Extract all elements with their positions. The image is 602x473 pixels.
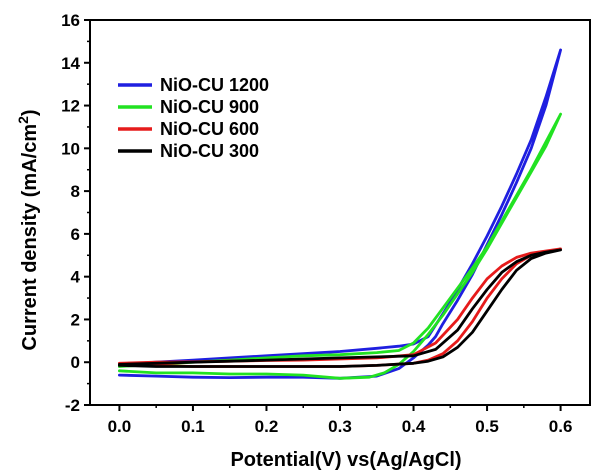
x-tick-label: 0.0 — [108, 417, 132, 436]
y-tick-label: 16 — [61, 11, 80, 30]
y-tick-label: 2 — [71, 310, 80, 329]
series-line-3 — [118, 247, 562, 368]
x-tick-label: 0.1 — [181, 417, 205, 436]
y-tick-label: 6 — [71, 225, 80, 244]
y-tick-label: -2 — [65, 396, 80, 415]
series-line-4 — [118, 248, 562, 368]
legend-label-1: NiO-CU 1200 — [160, 75, 269, 95]
x-tick-label: 0.6 — [549, 417, 573, 436]
y-axis-title-main: Current density (mA/cm — [19, 124, 41, 351]
legend-label-2: NiO-CU 900 — [160, 97, 259, 117]
series-group — [118, 48, 562, 380]
tick-labels: 0.0 0.1 0.2 0.3 0.4 0.5 0.6 -2 0 2 4 6 8 10 12 14 16 — [61, 11, 572, 436]
x-tick-label: 0.5 — [475, 417, 499, 436]
legend-label-3: NiO-CU 600 — [160, 119, 259, 139]
y-axis-title-superscript: 2 — [15, 116, 31, 124]
y-tick-label: 4 — [71, 268, 81, 287]
y-axis-title: Current density (mA/cm2) — [15, 109, 41, 350]
y-tick-label: 8 — [71, 182, 80, 201]
series-line-2 — [118, 112, 562, 380]
legend-label-4: NiO-CU 300 — [160, 141, 259, 161]
x-axis-title: Potential(V) vs(Ag/AgCl) — [230, 449, 461, 471]
y-tick-label: 14 — [61, 54, 80, 73]
x-tick-label: 0.4 — [402, 417, 426, 436]
x-tick-label: 0.2 — [255, 417, 279, 436]
x-tick-label: 0.3 — [328, 417, 352, 436]
y-tick-label: 0 — [71, 353, 80, 372]
y-axis-title-close: ) — [19, 109, 41, 116]
y-tick-label: 12 — [61, 97, 80, 116]
plot-frame — [89, 19, 591, 406]
y-tick-label: 10 — [61, 139, 80, 158]
